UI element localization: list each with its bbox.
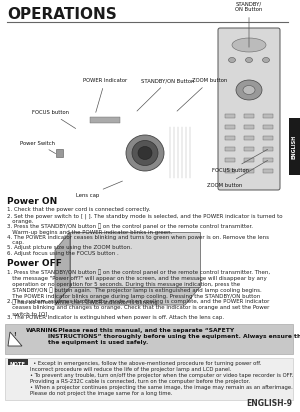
Bar: [263, 169, 273, 173]
Text: 3. Press the STANDBY/ON button ⓔ on the control panel or the remote control tran: 3. Press the STANDBY/ON button ⓔ on the …: [7, 224, 253, 235]
Ellipse shape: [243, 86, 255, 94]
Text: !: !: [14, 332, 16, 337]
Bar: [263, 158, 273, 162]
Ellipse shape: [132, 140, 158, 166]
Text: Lens cap: Lens cap: [76, 181, 122, 198]
Bar: [56, 149, 63, 157]
Bar: [225, 158, 235, 162]
Text: • Except in emergencies, follow the above-mentioned procedure for turning power : • Except in emergencies, follow the abov…: [30, 361, 293, 396]
Polygon shape: [55, 287, 200, 305]
Bar: [263, 136, 273, 140]
Text: OPERATIONS: OPERATIONS: [7, 7, 117, 22]
Text: 3. The POWER indicator is extinguished when power is off. Attach the lens cap.: 3. The POWER indicator is extinguished w…: [7, 315, 224, 320]
Polygon shape: [70, 232, 200, 287]
Text: 6. Adjust focus using the FOCUS button .: 6. Adjust focus using the FOCUS button .: [7, 251, 119, 256]
Text: FOCUS button: FOCUS button: [212, 150, 268, 173]
Bar: [225, 136, 235, 140]
Bar: [244, 158, 254, 162]
Text: WARNING: WARNING: [26, 328, 58, 333]
Bar: [244, 147, 254, 151]
Bar: [5, 358, 293, 400]
Text: FOCUS button: FOCUS button: [32, 110, 76, 129]
Text: NOTE: NOTE: [10, 361, 26, 367]
Bar: [244, 125, 254, 129]
Text: ZOOM button: ZOOM button: [207, 160, 268, 188]
Bar: [90, 117, 120, 123]
Polygon shape: [55, 232, 70, 305]
Bar: [5, 324, 293, 354]
Text: STANDBY/ON Button: STANDBY/ON Button: [137, 78, 195, 111]
Text: ZOOM button: ZOOM button: [177, 78, 228, 111]
Ellipse shape: [229, 58, 236, 63]
Text: STANDBY/
ON Button: STANDBY/ ON Button: [236, 1, 262, 47]
Bar: [225, 125, 235, 129]
Bar: [263, 147, 273, 151]
Bar: [263, 114, 273, 118]
Polygon shape: [8, 332, 22, 346]
Bar: [244, 136, 254, 140]
Text: 2. The system assumes the Standby mode when cooling is complete, and the POWER i: 2. The system assumes the Standby mode w…: [7, 300, 269, 316]
Ellipse shape: [245, 58, 253, 63]
Ellipse shape: [236, 80, 262, 100]
Bar: [225, 169, 235, 173]
Bar: [263, 125, 273, 129]
Ellipse shape: [262, 58, 269, 63]
Text: Power Switch: Power Switch: [20, 140, 56, 154]
FancyBboxPatch shape: [218, 28, 280, 190]
Text: Power ON: Power ON: [7, 197, 57, 206]
Text: Power OFF: Power OFF: [7, 260, 62, 268]
Bar: [244, 169, 254, 173]
Text: 5. Adjust picture size using the ZOOM button.: 5. Adjust picture size using the ZOOM bu…: [7, 246, 132, 250]
Text: 1. Check that the power cord is connected correctly.: 1. Check that the power cord is connecte…: [7, 207, 150, 212]
Ellipse shape: [126, 135, 164, 171]
Ellipse shape: [232, 38, 266, 52]
Bar: [225, 114, 235, 118]
Text: 4. The POWER indicator ceases blinking and turns to green when power is on. Remo: 4. The POWER indicator ceases blinking a…: [7, 234, 269, 246]
Text: 1. Press the STANDBY/ON button ⓔ on the control panel or the remote control tran: 1. Press the STANDBY/ON button ⓔ on the …: [7, 269, 270, 305]
Bar: [244, 114, 254, 118]
Text: • Please read this manual, and the separate “SAFETY
INSTRUCTIONS” thoroughly bef: • Please read this manual, and the separ…: [48, 328, 300, 345]
Ellipse shape: [138, 147, 152, 159]
Text: 2. Set the power switch to [ | ]. The standby mode is selected, and the POWER in: 2. Set the power switch to [ | ]. The st…: [7, 213, 283, 224]
Text: ENGLISH: ENGLISH: [292, 134, 297, 159]
Text: ENGLISH-9: ENGLISH-9: [246, 399, 292, 408]
Bar: [225, 147, 235, 151]
Bar: [289, 118, 300, 175]
Bar: [8, 359, 28, 365]
Text: POWER Indicator: POWER Indicator: [83, 78, 127, 112]
